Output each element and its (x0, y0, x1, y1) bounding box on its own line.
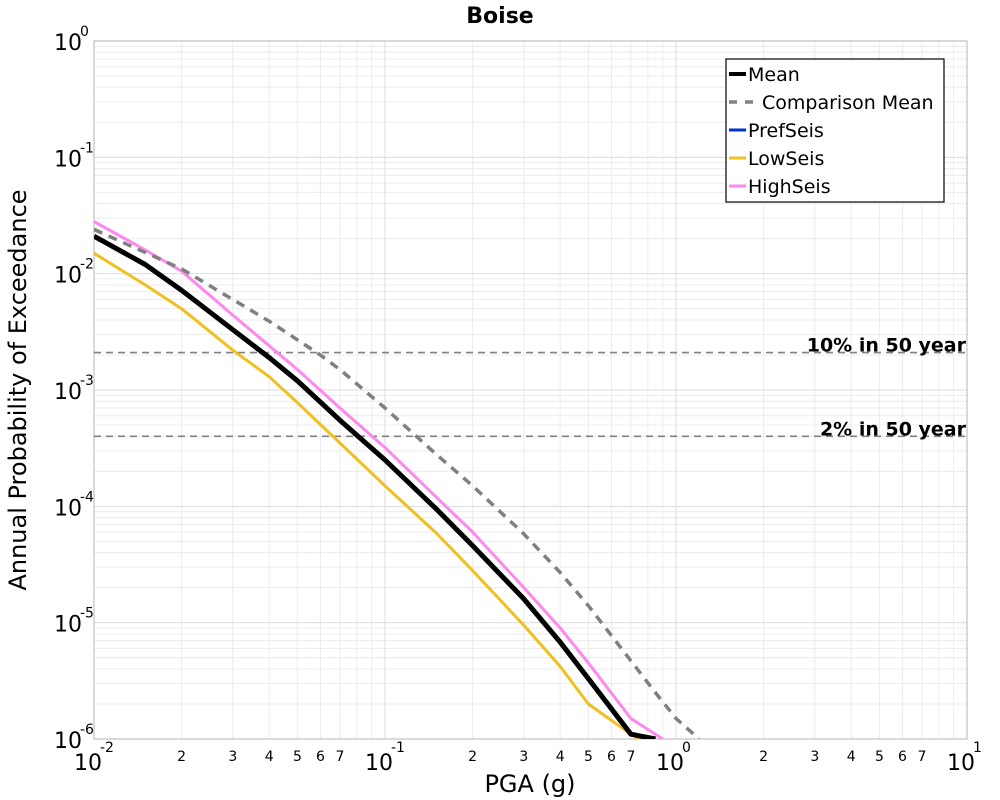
y-tick-base: 10 (54, 31, 82, 56)
y-tick-base: 10 (54, 613, 82, 638)
x-minor-tick-label: 5 (584, 749, 593, 765)
y-tick-base: 10 (54, 496, 82, 521)
series-line-highseis (94, 220, 664, 739)
x-minor-tick-label: 3 (228, 749, 237, 765)
x-minor-tick-label: 5 (875, 749, 884, 765)
y-tick-base: 10 (54, 729, 82, 754)
x-tick-label: 100 (656, 740, 691, 776)
reference-line-label: 2% in 50 year (820, 418, 967, 440)
legend-label: Comparison Mean (762, 92, 934, 114)
y-tick-exponent: -4 (80, 489, 94, 505)
y-tick-label: 100 (54, 24, 89, 56)
x-minor-tick-label: 6 (898, 749, 907, 765)
x-tick-label: 10-1 (365, 740, 405, 776)
x-minor-tick-label: 4 (265, 749, 274, 765)
x-tick-base: 10 (947, 751, 975, 776)
legend-box (725, 58, 945, 203)
reference-lines: 10% in 50 year 2% in 50 year (94, 335, 967, 440)
x-tick-label: 10-2 (74, 740, 114, 776)
y-tick-label: 10-5 (54, 606, 94, 638)
x-tick-exponent: 0 (682, 740, 691, 756)
series-lines (94, 220, 701, 739)
x-tick-base: 10 (656, 751, 684, 776)
y-tick-label: 10-2 (54, 257, 94, 289)
y-tick-exponent: -2 (80, 257, 94, 273)
y-tick-label: 10-4 (54, 489, 94, 521)
x-axis-label: PGA (g) (484, 770, 575, 798)
y-tick-exponent: 0 (80, 24, 89, 40)
x-minor-tick-label: 7 (335, 749, 344, 765)
x-tick-base: 10 (74, 751, 102, 776)
x-tick-exponent: -1 (391, 740, 405, 756)
y-tick-exponent: -6 (80, 722, 94, 738)
x-minor-tick-label: 2 (759, 749, 768, 765)
x-tick-base: 10 (365, 751, 393, 776)
x-minor-tick-label: 2 (468, 749, 477, 765)
legend-label: HighSeis (748, 176, 831, 198)
chart-title: Boise (466, 4, 533, 29)
series-line-lowseis (94, 251, 641, 739)
y-tick-label: 10-1 (54, 140, 94, 172)
x-minor-tick-label: 7 (917, 749, 926, 765)
x-minor-tick-label: 6 (607, 749, 616, 765)
x-tick-exponent: 1 (973, 740, 982, 756)
grid (93, 40, 968, 740)
y-tick-base: 10 (54, 147, 82, 172)
x-minor-tick-label: 4 (556, 749, 565, 765)
series-line-mean (94, 234, 656, 739)
x-tick-label: 101 (947, 740, 982, 776)
y-tick-label: 10-3 (54, 373, 94, 405)
y-tick-label: 10-6 (54, 722, 94, 754)
legend-label: Mean (748, 64, 800, 86)
x-minor-tick-label: 2 (177, 749, 186, 765)
x-minor-tick-label: 4 (847, 749, 856, 765)
y-tick-base: 10 (54, 264, 82, 289)
y-tick-base: 10 (54, 380, 82, 405)
series-line-comparison-mean (94, 227, 701, 739)
legend-label: LowSeis (748, 148, 824, 170)
y-tick-exponent: -5 (80, 606, 94, 622)
x-minor-tick-label: 3 (810, 749, 819, 765)
x-minor-tick-label: 6 (316, 749, 325, 765)
x-tick-exponent: -2 (100, 740, 114, 756)
y-tick-exponent: -1 (80, 140, 94, 156)
reference-line-label: 10% in 50 year (807, 335, 967, 357)
y-axis-label: Annual Probability of Exceedance (4, 189, 32, 590)
x-minor-tick-label: 3 (519, 749, 528, 765)
x-minor-tick-label: 7 (626, 749, 635, 765)
y-tick-exponent: -3 (80, 373, 94, 389)
plot-frame (93, 40, 968, 740)
legend-label: PrefSeis (748, 120, 824, 142)
x-minor-tick-label: 5 (293, 749, 302, 765)
legend: Mean Comparison Mean PrefSeis LowSeis HighSe… (725, 58, 945, 203)
